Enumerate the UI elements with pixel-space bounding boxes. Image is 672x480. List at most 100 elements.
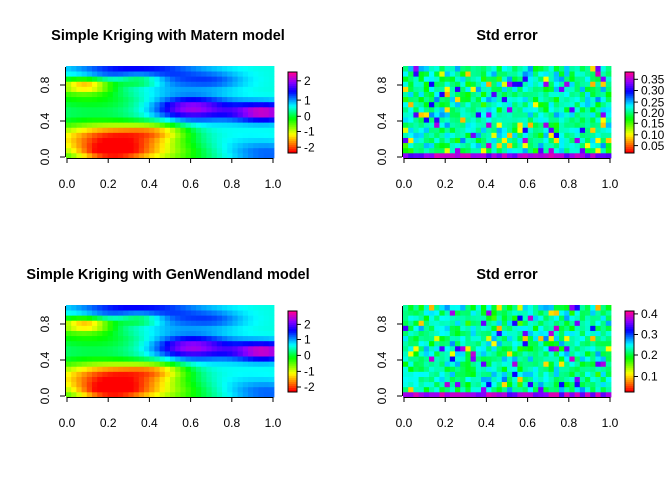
heatmap-cell bbox=[144, 345, 150, 352]
heatmap-cell bbox=[201, 76, 207, 82]
heatmap-cell bbox=[128, 391, 134, 398]
heatmap-cell bbox=[470, 310, 477, 316]
heatmap-cell bbox=[232, 391, 238, 398]
heatmap-cell bbox=[585, 152, 591, 159]
heatmap-cell bbox=[538, 71, 544, 77]
heatmap-cell bbox=[97, 391, 103, 398]
heatmap-cell bbox=[465, 310, 471, 316]
colorbar-step bbox=[288, 98, 297, 101]
heatmap-cell bbox=[481, 101, 487, 108]
heatmap-cell bbox=[237, 86, 244, 92]
heatmap-cell bbox=[201, 361, 207, 367]
heatmap-cell bbox=[102, 391, 108, 398]
heatmap-cell bbox=[533, 371, 539, 377]
heatmap-cell bbox=[227, 117, 233, 123]
heatmap-cell bbox=[559, 132, 565, 138]
heatmap-cell bbox=[258, 132, 264, 138]
heatmap-cell bbox=[76, 127, 82, 133]
heatmap-cell bbox=[538, 96, 544, 103]
heatmap-cell bbox=[138, 137, 145, 144]
heatmap-cell bbox=[227, 366, 233, 372]
heatmap-cell bbox=[128, 86, 134, 92]
heatmap-cell bbox=[486, 340, 492, 347]
colorbar-step bbox=[625, 321, 634, 324]
heatmap-cell bbox=[92, 391, 98, 398]
heatmap-cell bbox=[590, 112, 596, 118]
heatmap-cell bbox=[97, 152, 103, 159]
heatmap-cell bbox=[481, 351, 487, 357]
heatmap-cell bbox=[564, 305, 570, 311]
heatmap-cell bbox=[175, 305, 181, 311]
heatmap-cell bbox=[170, 96, 176, 103]
heatmap-cell bbox=[444, 361, 451, 367]
heatmap-cell bbox=[543, 76, 549, 82]
heatmap-cell bbox=[71, 76, 77, 82]
colorbar-step bbox=[625, 315, 634, 318]
heatmap-cell bbox=[123, 386, 129, 393]
heatmap-cell bbox=[86, 132, 93, 138]
heatmap-cell bbox=[76, 310, 82, 316]
heatmap-cell bbox=[81, 345, 88, 352]
colorbar-step bbox=[625, 128, 634, 132]
heatmap-cell bbox=[585, 351, 591, 357]
heatmap-cell bbox=[553, 122, 560, 128]
heatmap-cell bbox=[600, 76, 607, 82]
heatmap-cell bbox=[159, 112, 166, 118]
colorbar-step bbox=[625, 365, 634, 369]
heatmap-cell bbox=[569, 310, 575, 316]
heatmap-cell bbox=[434, 305, 440, 311]
heatmap-cell bbox=[71, 330, 77, 337]
heatmap-cell bbox=[237, 345, 244, 352]
heatmap-cell bbox=[242, 391, 249, 398]
heatmap-cell bbox=[112, 330, 119, 337]
heatmap-cell bbox=[590, 310, 596, 316]
heatmap-cell bbox=[102, 101, 108, 108]
heatmap-cell bbox=[600, 91, 607, 98]
heatmap-cell bbox=[211, 147, 218, 154]
heatmap-cell bbox=[486, 325, 492, 331]
heatmap-cell bbox=[553, 81, 560, 87]
heatmap-cell bbox=[439, 101, 445, 108]
heatmap-cell bbox=[585, 66, 591, 72]
heatmap-cell bbox=[112, 112, 119, 118]
panel-title: Simple Kriging with GenWendland model bbox=[26, 267, 309, 283]
heatmap-cell bbox=[590, 381, 596, 388]
heatmap-cell bbox=[222, 106, 228, 113]
heatmap-cell bbox=[595, 106, 601, 113]
heatmap-cell bbox=[92, 381, 98, 388]
heatmap-cell bbox=[444, 366, 451, 372]
x-tick-label: 1.0 bbox=[265, 416, 282, 430]
heatmap-cell bbox=[107, 310, 114, 316]
heatmap-cell bbox=[590, 86, 596, 92]
heatmap-cell bbox=[107, 112, 114, 118]
heatmap-cell bbox=[242, 366, 249, 372]
heatmap-cell bbox=[123, 361, 129, 367]
heatmap-cell bbox=[512, 310, 518, 316]
heatmap-cell bbox=[237, 391, 244, 398]
heatmap-cell bbox=[175, 81, 181, 87]
heatmap-cell bbox=[429, 137, 435, 144]
heatmap-cell bbox=[138, 76, 145, 82]
heatmap-cell bbox=[553, 330, 560, 337]
heatmap-cell bbox=[590, 117, 596, 123]
colorbar-step bbox=[625, 116, 634, 120]
heatmap-cell bbox=[475, 137, 482, 144]
heatmap-cell bbox=[253, 391, 259, 398]
heatmap-cell bbox=[86, 76, 93, 82]
heatmap-cell bbox=[248, 112, 254, 118]
heatmap-cell bbox=[185, 330, 192, 337]
colorbar-step bbox=[625, 124, 634, 128]
y-tick-label: 0.4 bbox=[38, 112, 52, 129]
heatmap-cell bbox=[507, 345, 513, 352]
y-tick-label: 0.0 bbox=[375, 148, 389, 165]
heatmap-cell bbox=[465, 356, 471, 362]
colorbar-step bbox=[625, 367, 634, 371]
heatmap-cell bbox=[123, 366, 129, 372]
heatmap-cell bbox=[423, 142, 430, 149]
heatmap-cell bbox=[559, 76, 565, 82]
heatmap-cell bbox=[429, 310, 435, 316]
colorbar-step bbox=[288, 108, 297, 111]
heatmap-cell bbox=[102, 86, 108, 92]
heatmap-cell bbox=[216, 351, 223, 357]
